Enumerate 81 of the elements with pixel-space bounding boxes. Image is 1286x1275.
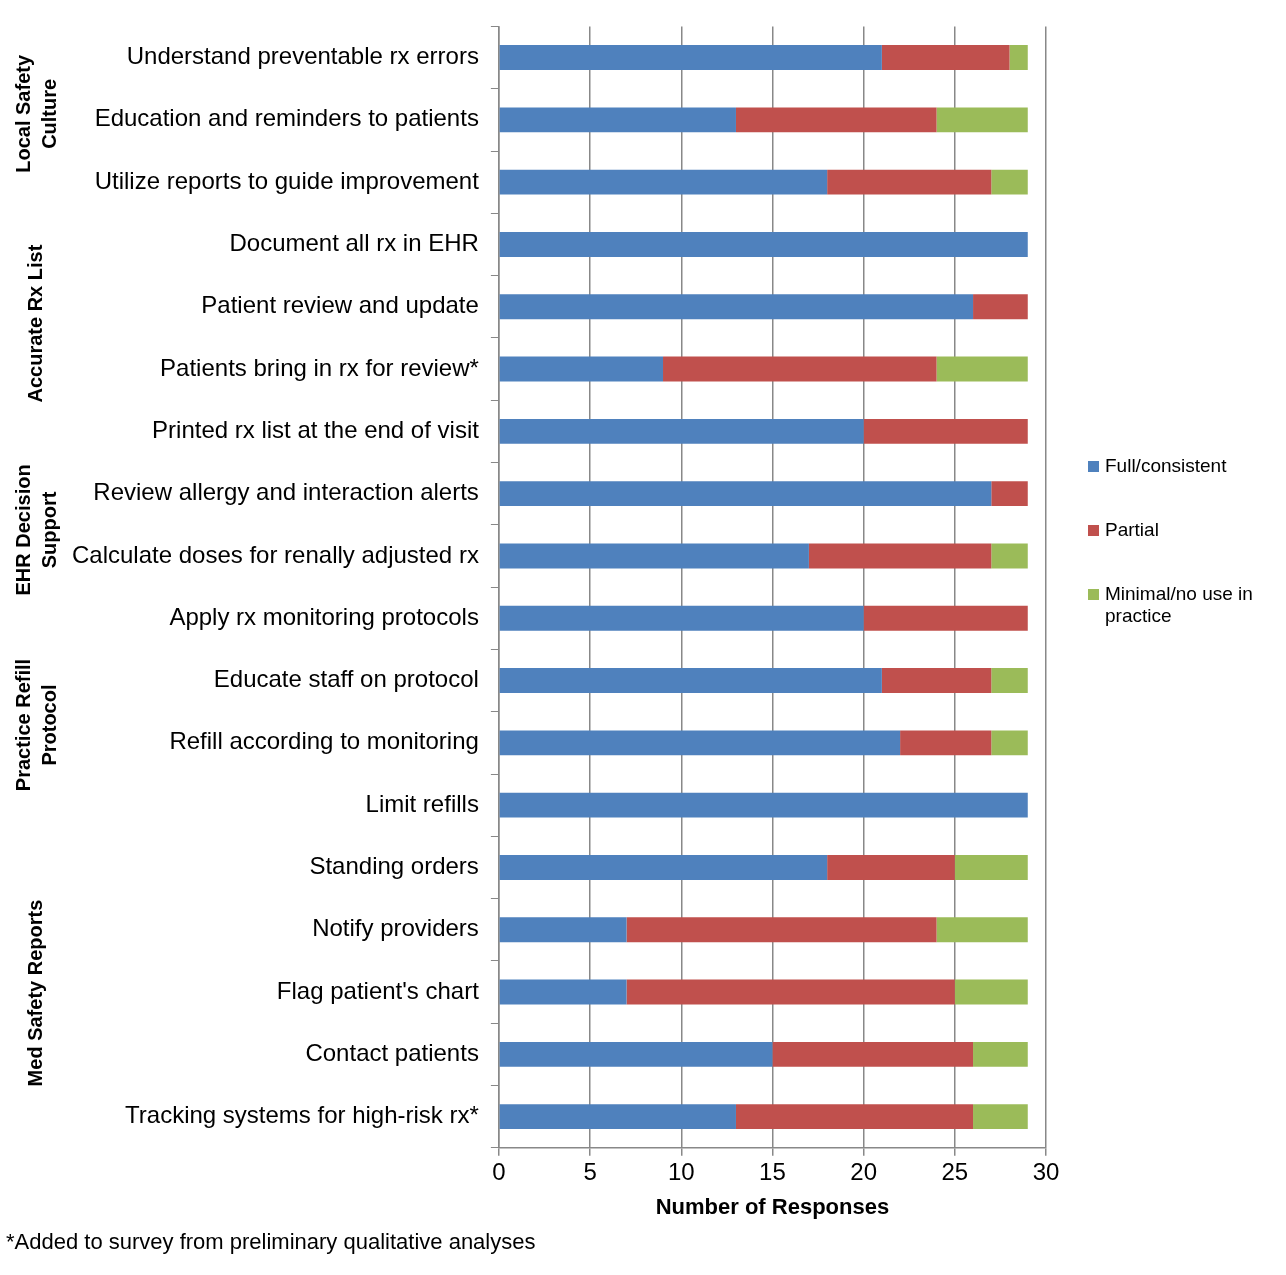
bar [499, 1041, 773, 1067]
text: Accurate Rx List [23, 244, 46, 403]
bar [499, 543, 809, 569]
y-tick-label: Calculate doses for renally adjusted rx [72, 540, 479, 568]
bar [863, 418, 1028, 444]
y-tick-label: Document all rx in EHR [229, 229, 479, 257]
bar [827, 854, 955, 880]
bar [881, 45, 1010, 71]
x-tick-label: 10 [667, 1157, 695, 1185]
bar [499, 730, 901, 756]
legend-label: Partial [1105, 519, 1159, 541]
bar [936, 917, 1028, 943]
y-tick-label: Refill according to monitoring [169, 727, 479, 755]
text: *Added to survey from preliminary qualitative analyses [6, 1229, 536, 1254]
bar [808, 543, 992, 569]
bar [663, 356, 937, 382]
bar [881, 668, 992, 694]
text: Practice Refill Protocol [11, 658, 60, 792]
bar [991, 730, 1028, 756]
x-tick-label: 30 [1032, 1157, 1060, 1185]
bar [499, 107, 736, 133]
x-tick-label: 0 [492, 1157, 506, 1185]
bar [936, 107, 1028, 133]
x-axis-title: Number of Responses [655, 1193, 890, 1219]
bar [499, 481, 992, 507]
bar [499, 356, 664, 382]
bar [499, 605, 864, 631]
x-tick-label: 5 [583, 1157, 597, 1185]
bar [499, 979, 627, 1005]
text: Local Safety Culture [11, 54, 60, 173]
bar [991, 481, 1028, 507]
y-tick-label: Patients bring in rx for review* [160, 353, 479, 381]
bar [626, 979, 955, 1005]
bar [827, 169, 992, 195]
y-tick-label: Tracking systems for high-risk rx* [125, 1101, 479, 1129]
y-tick-label: Utilize reports to guide improvement [94, 166, 480, 194]
y-tick-label: Printed rx list at the end of visit [152, 415, 480, 443]
bar [499, 1104, 736, 1130]
bar [499, 418, 864, 444]
bar [499, 45, 882, 71]
y-tick-label: Flag patient's chart [276, 976, 480, 1004]
y-tick-label: Education and reminders to patients [94, 104, 479, 132]
text: Med Safety Reports [23, 899, 46, 1087]
bar [991, 543, 1028, 569]
y-tick-label: Standing orders [309, 852, 479, 880]
y-tick-label: Apply rx monitoring protocols [169, 602, 479, 630]
bar [900, 730, 992, 756]
bar [772, 1041, 974, 1067]
bar [954, 979, 1028, 1005]
bar [499, 294, 974, 320]
bar [499, 169, 828, 195]
bar [936, 356, 1028, 382]
bar [863, 605, 1028, 631]
y-tick-label: Patient review and update [201, 291, 479, 319]
text: EHR Decision Support [11, 464, 60, 596]
y-tick-label: Limit refills [365, 789, 479, 817]
legend-label: Minimal/no use in practice [1105, 583, 1254, 627]
bar [735, 107, 937, 133]
bar [499, 792, 1028, 818]
bar [973, 294, 1028, 320]
bar [973, 1104, 1028, 1130]
x-tick-label: 20 [850, 1157, 877, 1185]
x-tick-label: 25 [941, 1157, 969, 1185]
y-tick-label: Contact patients [305, 1038, 479, 1066]
bar [973, 1041, 1028, 1067]
x-tick-label: 15 [759, 1157, 786, 1185]
y-tick-label: Understand preventable rx errors [126, 42, 479, 70]
bar [499, 854, 828, 880]
bar [1009, 45, 1028, 71]
bar [626, 917, 937, 943]
bar [499, 917, 627, 943]
y-tick-label: Review allergy and interaction alerts [93, 478, 479, 506]
bar [499, 231, 1028, 257]
y-tick-label: Educate staff on protocol [213, 665, 479, 693]
bar [499, 668, 882, 694]
legend-label: Full/consistent [1105, 455, 1227, 477]
bar [991, 668, 1028, 694]
bar [735, 1104, 974, 1130]
bar [954, 854, 1028, 880]
y-tick-label: Notify providers [312, 914, 479, 942]
bar [991, 169, 1028, 195]
